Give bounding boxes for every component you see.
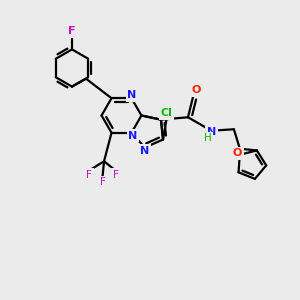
Text: H: H [204, 133, 212, 143]
Text: F: F [100, 177, 106, 187]
Text: N: N [207, 127, 216, 137]
Text: N: N [128, 90, 137, 100]
Text: N: N [128, 131, 138, 141]
Text: F: F [86, 170, 92, 180]
Text: F: F [68, 26, 76, 36]
Text: Cl: Cl [161, 108, 172, 118]
Text: F: F [113, 170, 119, 180]
Text: O: O [233, 148, 242, 158]
Text: N: N [140, 146, 149, 156]
Text: O: O [191, 85, 200, 95]
